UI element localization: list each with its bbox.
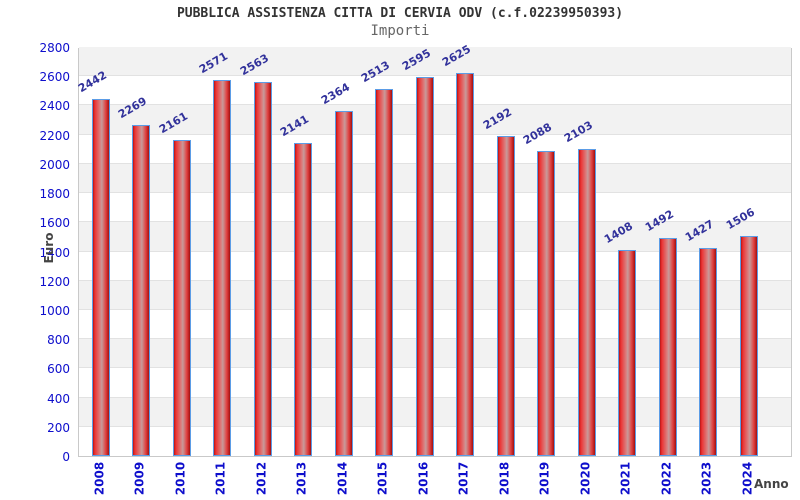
gridline: [79, 162, 791, 164]
gridline: [79, 133, 791, 135]
y-tick-label: 2600: [39, 70, 70, 85]
y-tick-label: 1800: [39, 187, 70, 202]
bar-2023: [699, 247, 718, 456]
gridline: [79, 367, 791, 369]
grid-band: [79, 105, 791, 135]
y-tick-label: 600: [47, 362, 70, 377]
x-tick-label: 2018: [497, 461, 512, 496]
y-tick-label: 2400: [39, 99, 70, 114]
x-tick-label: 2012: [254, 461, 269, 496]
gridline: [79, 104, 791, 106]
grid-band: [79, 163, 791, 194]
y-tick-label: 400: [47, 391, 70, 406]
gridline: [79, 396, 791, 398]
gridline: [79, 279, 791, 281]
gridline: [79, 338, 791, 340]
gridline: [79, 75, 791, 77]
gridline: [79, 250, 791, 252]
y-tick-label: 2000: [39, 157, 70, 172]
chart-subtitle: Importi: [370, 23, 430, 39]
bar-2016: [415, 76, 434, 456]
y-tick-label: 1000: [39, 303, 70, 318]
bar-2009: [132, 124, 151, 456]
bar-2022: [658, 238, 677, 456]
grid-band: [79, 134, 791, 164]
y-tick-label: 800: [47, 333, 70, 348]
bar-2015: [375, 88, 394, 456]
x-tick-label: 2011: [213, 461, 228, 496]
gridline: [79, 308, 791, 310]
bar-2019: [537, 151, 556, 456]
x-tick-label: 2009: [132, 461, 147, 496]
x-tick-label: 2019: [537, 461, 552, 496]
x-tick-label: 2010: [173, 461, 188, 496]
x-tick-label: 2014: [335, 461, 350, 496]
gridline: [79, 425, 791, 427]
x-tick-label: 2013: [294, 461, 309, 496]
y-axis-title: Euro: [42, 232, 56, 264]
x-tick-label: 2016: [416, 461, 431, 496]
y-tick-label: 1200: [39, 274, 70, 289]
bar-2010: [172, 140, 191, 456]
grid-band: [79, 193, 791, 223]
bar-2017: [456, 72, 475, 456]
gridline: [79, 192, 791, 194]
x-tick-label: 2017: [456, 461, 471, 496]
x-axis-title: Anno: [754, 477, 789, 491]
bar-2018: [496, 135, 515, 456]
bar-2013: [294, 143, 313, 456]
x-tick-label: 2021: [618, 461, 633, 496]
x-tick-label: 2008: [92, 461, 107, 496]
x-tick-label: 2022: [659, 461, 674, 496]
y-tick-label: 0: [62, 450, 70, 464]
y-tick-label: 1400: [39, 245, 70, 260]
bar-2024: [739, 236, 758, 456]
bar-2008: [92, 99, 110, 456]
gridline: [79, 221, 791, 223]
bar-2014: [334, 110, 353, 456]
grid-band: [79, 76, 791, 106]
chart-title: PUBBLICA ASSISTENZA CITTA DI CERVIA ODV …: [176, 6, 624, 21]
bar-2021: [618, 250, 637, 456]
y-tick-label: 200: [47, 420, 70, 435]
plot-area: [78, 47, 792, 457]
bar-2020: [577, 148, 596, 456]
y-tick-label: 2800: [39, 41, 70, 55]
y-tick-label: 2200: [39, 128, 70, 143]
bar-2012: [253, 81, 272, 456]
bar-2011: [213, 80, 232, 456]
x-tick-label: 2024: [740, 461, 754, 496]
y-tick-label: 1600: [39, 216, 70, 231]
grid-band: [79, 47, 791, 77]
x-tick-label: 2020: [578, 461, 593, 496]
x-tick-label: 2023: [699, 461, 714, 496]
x-tick-label: 2015: [375, 461, 390, 496]
